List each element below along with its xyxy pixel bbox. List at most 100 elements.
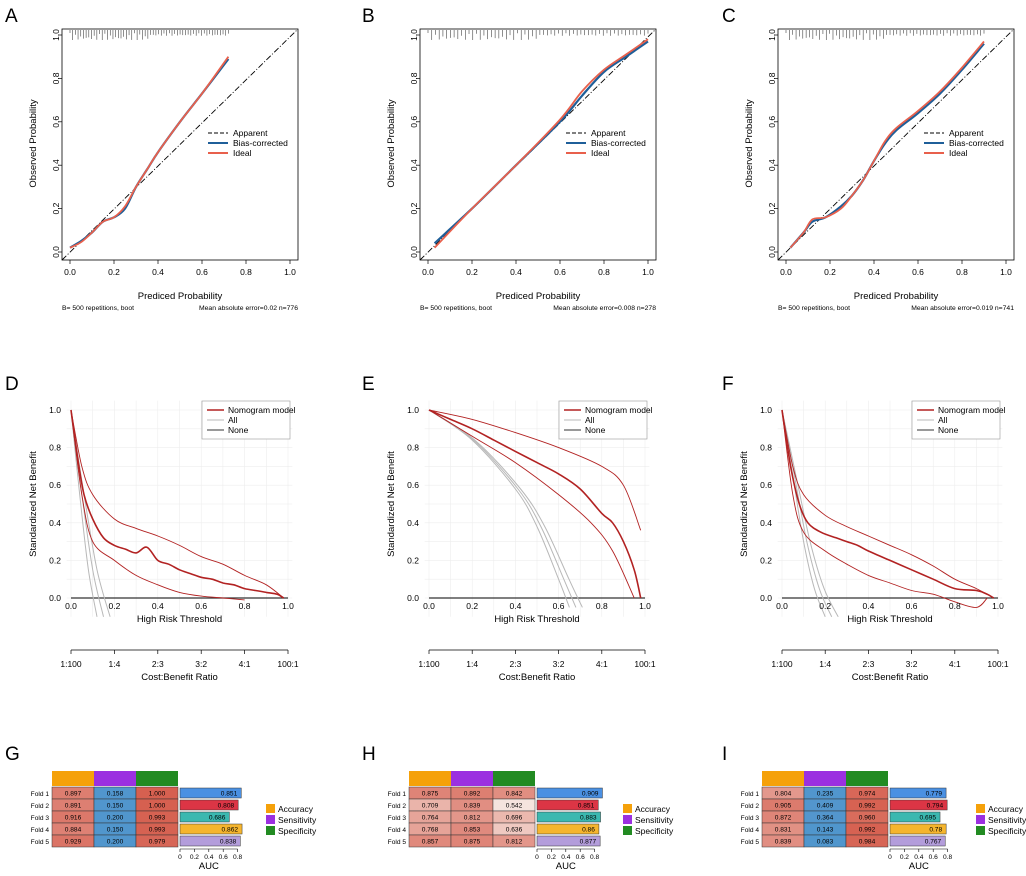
cost-benefit-label: Cost:Benefit Ratio	[141, 672, 218, 683]
ratio-tick-label: 1:4	[819, 659, 831, 669]
cell-value: 0.709	[422, 803, 439, 810]
auc-bar	[179, 787, 242, 799]
ideal-line	[69, 56, 230, 249]
auc-bar	[536, 811, 601, 823]
nomogram-lower-ci	[781, 409, 988, 608]
nomogram-line	[428, 409, 642, 599]
x-tick-label: 0.4	[509, 601, 521, 611]
x-tick-label: 0.0	[422, 267, 434, 277]
apparent-line	[61, 28, 299, 261]
y-tick-label: 0.0	[407, 593, 419, 603]
ratio-tick-label: 1:4	[466, 659, 478, 669]
plot-frame	[777, 28, 1015, 261]
auc-value: 0.877	[580, 839, 597, 846]
y-axis-label: Standardized Net Benefit	[386, 451, 397, 557]
auc-bar	[536, 835, 601, 847]
footer-repetitions: B= 500 repetitions, boot	[62, 305, 134, 312]
cell-value: 0.158	[107, 791, 124, 798]
x-tick-label: 0.0	[64, 267, 76, 277]
x-tick-label: 0.0	[780, 267, 792, 277]
y-tick-label: 0.0	[49, 593, 61, 603]
x-tick-label: 0.4	[868, 267, 880, 277]
panel-letter-i: I	[722, 744, 727, 765]
auc-tick-label: 0.8	[233, 854, 242, 861]
dca-plot-e: 0.0 0.0 0.2 0.2 0.4 0.4 0.6 0.6 0.8 0.8 1.0 1.0 High…	[386, 400, 656, 683]
cell-value: 0.979	[149, 839, 166, 846]
cell-value: 0.804	[775, 791, 792, 798]
auc-bar	[889, 835, 946, 847]
cell-value: 1.000	[149, 803, 166, 810]
auc-bar	[536, 823, 600, 835]
y-tick-label: 0.6	[49, 480, 61, 490]
all-curve	[781, 409, 833, 618]
metric-header-sensitivity	[94, 771, 136, 786]
ratio-tick-label: 1:4	[108, 659, 120, 669]
legend-swatch-sensitivity	[623, 815, 632, 824]
x-tick-label: 1.0	[639, 601, 651, 611]
fold-label: Fold 4	[31, 827, 50, 834]
auc-value: 0.78	[929, 827, 942, 834]
cell-value: 0.993	[149, 815, 166, 822]
calibration-plot-b: 0.00.0 0.2 0.2 0.4 0.4 0.6 0.6 0.8 0.8 1.0 1.0 Pred…	[386, 28, 657, 312]
panel-letter-c: C	[722, 6, 736, 27]
dca-plot-d: 0.0 0.0 0.2 0.2 0.4 0.4 0.6 0.6 0.8 0.8 1.0 1.0 High…	[28, 400, 299, 683]
panel-letter-e: E	[362, 374, 375, 395]
cell-value: 0.960	[859, 815, 876, 822]
y-axis-label: Standardized Net Benefit	[28, 451, 39, 557]
y-tick-label: 0.2	[760, 555, 772, 565]
legend-label: Sensitivity	[635, 815, 674, 825]
cell-value: 0.768	[422, 827, 439, 834]
auc-value: 0.808	[218, 803, 235, 810]
fold-label: Fold 1	[388, 791, 407, 798]
legend-swatch-accuracy	[623, 804, 632, 813]
y-tick-label: 0.4	[51, 159, 61, 171]
cell-value: 0.974	[859, 791, 876, 798]
auc-value: 0.767	[925, 839, 942, 846]
y-tick-label: 0.2	[51, 202, 61, 214]
cell-value: 0.542	[506, 803, 523, 810]
auc-value: 0.883	[580, 815, 597, 822]
auc-value: 0.695	[920, 815, 937, 822]
legend-label: Nomogram model	[585, 405, 653, 415]
footer-mean-abs-error: Mean absolute error=0.02 n=776	[199, 305, 298, 312]
auc-value: 0.686	[209, 815, 226, 822]
cell-value: 0.875	[422, 791, 439, 798]
legend-label: Apparent	[233, 128, 268, 138]
cell-value: 0.812	[506, 839, 523, 846]
cell-value: 0.905	[775, 803, 792, 810]
y-tick-label: 0.4	[409, 159, 419, 171]
y-tick-label: 0.8	[409, 72, 419, 84]
ratio-tick-label: 3:2	[553, 659, 565, 669]
legend-label: All	[228, 415, 238, 425]
x-tick-label: 0.6	[553, 601, 565, 611]
x-tick-label: 0.2	[824, 267, 836, 277]
metric-header-accuracy	[52, 771, 94, 786]
auc-bar	[889, 799, 948, 811]
auc-tick-label: 0.8	[943, 854, 952, 861]
x-tick-label: 0.6	[912, 267, 924, 277]
x-tick-label: 0.8	[239, 601, 251, 611]
legend-label: Specificity	[635, 826, 674, 836]
auc-value: 0.862	[222, 827, 239, 834]
metric-header-specificity	[136, 771, 178, 786]
cell-value: 0.764	[422, 815, 439, 822]
x-axis-label: Prediced Probability	[138, 291, 223, 302]
ratio-tick-label: 4:1	[239, 659, 251, 669]
x-tick-label: 0.0	[65, 601, 77, 611]
apparent-line	[777, 28, 1015, 261]
fold-label: Fold 2	[388, 803, 407, 810]
x-tick-label: 0.6	[196, 267, 208, 277]
legend-swatch-accuracy	[976, 804, 985, 813]
auc-tick-label: 0.6	[576, 854, 585, 861]
fold-label: Fold 5	[741, 839, 760, 846]
y-tick-label: 0.8	[407, 443, 419, 453]
calibration-plot-c: 0.00.0 0.2 0.2 0.4 0.4 0.6 0.6 0.8 0.8 1.0 1.0 Pred…	[744, 28, 1015, 312]
legend-label: Nomogram model	[938, 405, 1006, 415]
metric-header-accuracy	[409, 771, 451, 786]
auc-tick-label: 0	[888, 854, 892, 861]
x-tick-label: 0.4	[152, 267, 164, 277]
y-tick-label: 0.0	[760, 593, 772, 603]
legend-label: None	[938, 425, 959, 435]
x-tick-label: 1.0	[282, 601, 294, 611]
auc-tick-label: 0	[535, 854, 539, 861]
